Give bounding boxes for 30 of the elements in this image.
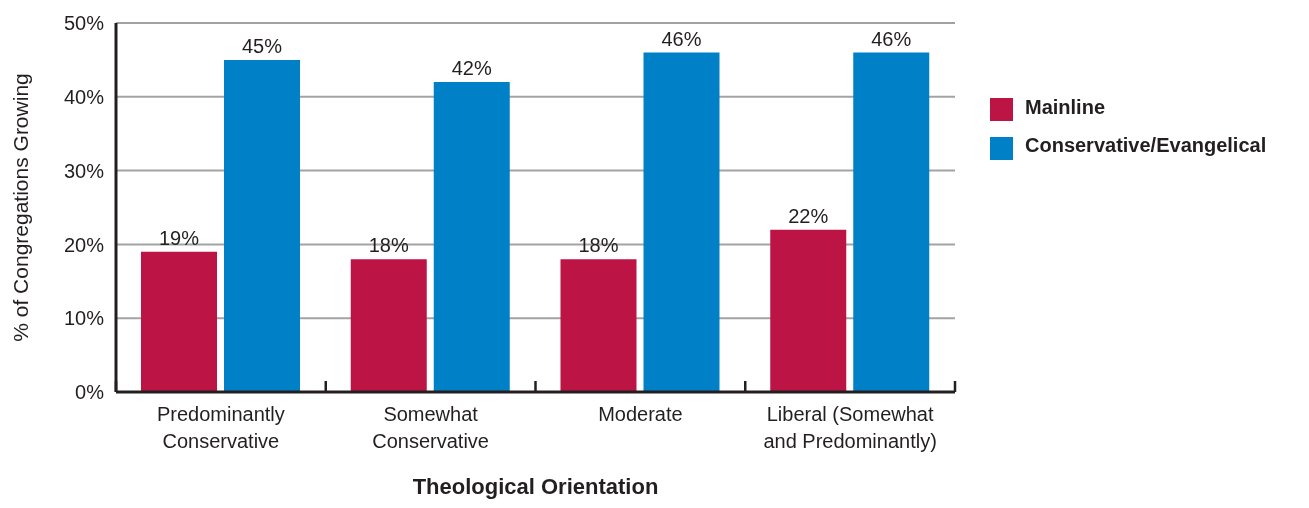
legend-label: Mainline [1025, 96, 1106, 118]
x-tick-label: Somewhat Conservative [372, 403, 489, 452]
bar [770, 229, 847, 392]
y-tick-label: 50% [63, 12, 105, 35]
bar [350, 259, 427, 392]
bar [853, 52, 930, 392]
data-label: 18% [368, 234, 409, 257]
y-tick-label: 0% [75, 381, 105, 404]
x-axis-title: Theological Orientation [412, 474, 659, 499]
bar [643, 52, 720, 392]
y-axis-title: % of Congregations Growing [8, 73, 32, 342]
data-label: 42% [451, 57, 492, 80]
y-tick-label: 10% [63, 307, 105, 330]
y-tick-label: 30% [63, 159, 105, 182]
x-tick-label: Liberal (Somewhat and Predominantly) [763, 403, 937, 452]
bar [224, 59, 300, 392]
bar [141, 251, 217, 392]
data-label: 46% [661, 27, 702, 50]
y-tick-label: 20% [63, 233, 105, 256]
data-label: 19% [158, 226, 200, 249]
x-tick-label: Predominantly Conservative [156, 403, 285, 452]
bar [433, 82, 510, 392]
data-label: 18% [578, 234, 619, 257]
y-tick-label: 40% [63, 85, 105, 108]
x-tick-label: Moderate [598, 403, 683, 425]
data-label: 46% [871, 27, 912, 50]
legend-label: Conservative/Evangelical [1025, 134, 1267, 157]
bar [560, 259, 637, 392]
data-label: 45% [241, 34, 283, 57]
data-label: 22% [788, 204, 829, 227]
